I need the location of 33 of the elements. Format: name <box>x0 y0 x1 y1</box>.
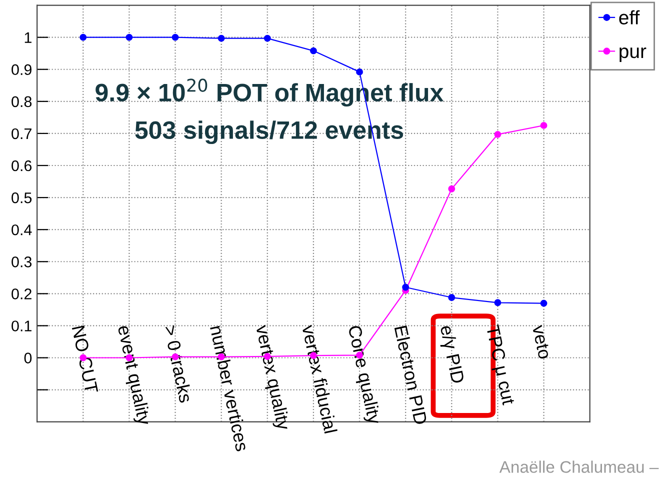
y-tick-label: 0.4 <box>12 224 32 236</box>
x-tick-label: Electron PID <box>394 325 428 426</box>
point <box>402 284 410 291</box>
y-tick-label: 0.5 <box>12 192 32 204</box>
text: Anaëlle Chalumeau – <box>499 460 659 473</box>
y-tick-label: 0.7 <box>12 128 32 140</box>
point <box>494 299 502 306</box>
point <box>448 185 456 192</box>
y-tick-label: 0.8 <box>12 96 32 108</box>
y-tick-label: 0.1 <box>12 320 32 332</box>
point <box>356 68 363 76</box>
legend-label: eff <box>619 10 640 24</box>
point <box>80 34 87 41</box>
point <box>218 34 225 42</box>
x-tick-label: TPC μ cut <box>482 324 516 406</box>
x-tick-label: number vertices <box>210 325 250 452</box>
point <box>264 34 271 42</box>
y-tick-label: 0.3 <box>12 256 32 268</box>
point <box>172 34 179 41</box>
y-tick-label: 0.2 <box>12 288 32 300</box>
x-tick-label: veto <box>532 324 551 360</box>
legend-label: pur <box>620 47 646 62</box>
point <box>310 47 317 54</box>
point <box>540 300 548 307</box>
x-tick-label: e/γ PID <box>436 324 466 385</box>
point <box>540 122 548 129</box>
y-tick-label: 0 <box>24 352 32 364</box>
point <box>126 34 133 41</box>
y-tick-label: 1 <box>24 32 32 43</box>
point <box>448 294 456 301</box>
point <box>494 130 502 138</box>
y-tick-label: 0.6 <box>12 160 32 172</box>
y-tick-label: 0.9 <box>12 64 32 76</box>
